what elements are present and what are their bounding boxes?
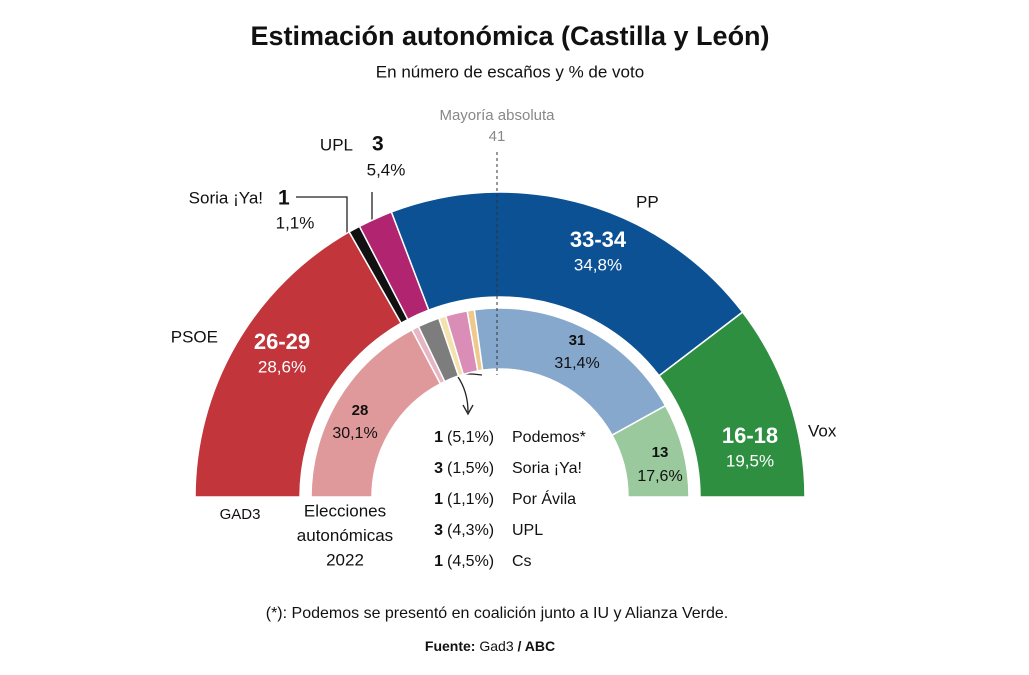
ring-label: 2022 <box>326 550 364 569</box>
seats-label: 3 <box>434 522 443 539</box>
seats-label: 1 <box>278 187 290 210</box>
vote-label: 31,4% <box>554 355 599 372</box>
party-name: PSOE <box>171 327 218 346</box>
seats-label: 28 <box>352 402 369 419</box>
vote-label: 19,5% <box>726 451 774 470</box>
seats-label: 3 <box>372 133 384 156</box>
party-name: PP <box>636 192 659 211</box>
seat-segment <box>194 230 403 498</box>
vote-label: 1,1% <box>276 213 315 232</box>
leader-line <box>296 196 348 236</box>
majority-label: Mayoría absoluta <box>439 107 555 124</box>
ring-label: Elecciones <box>304 501 386 520</box>
vote-label: 34,8% <box>574 255 622 274</box>
vote-label: (4,5%) <box>447 553 494 570</box>
seats-label: 31 <box>569 332 586 349</box>
seat-segment <box>390 191 744 377</box>
vote-label: (1,5%) <box>447 460 494 477</box>
party-name: Vox <box>808 421 837 440</box>
source-label: Fuente: <box>425 638 476 654</box>
seats-label: 1 <box>434 491 443 508</box>
seat-segment <box>658 311 806 498</box>
party-name: UPL <box>320 135 353 154</box>
seats-label: 1 <box>434 553 443 570</box>
seats-label: 3 <box>434 460 443 477</box>
vote-label: (1,1%) <box>447 491 494 508</box>
seats-label: 26-29 <box>254 329 310 354</box>
party-name: Podemos* <box>512 429 586 446</box>
vote-label: 30,1% <box>332 425 377 442</box>
source: Fuente: Gad3 / ABC <box>425 638 555 654</box>
footnote: (*): Podemos se presentó en coalición ju… <box>266 605 728 622</box>
vote-label: 28,6% <box>258 357 306 376</box>
party-name: Soria ¡Ya! <box>189 188 263 207</box>
seats-label: 16-18 <box>722 423 778 448</box>
seats-label: 1 <box>434 429 443 446</box>
seats-label: 33-34 <box>570 227 627 252</box>
ring-label: autonómicas <box>297 526 393 545</box>
vote-label: 17,6% <box>637 468 682 485</box>
source-publisher: / ABC <box>518 638 556 654</box>
seats-label: 13 <box>652 444 669 461</box>
chart-title: Estimación autonómica (Castilla y León) <box>250 21 769 51</box>
party-name: Cs <box>512 553 532 570</box>
party-name: Por Ávila <box>512 489 576 508</box>
ring-label: GAD3 <box>220 506 261 523</box>
seat-segment <box>611 404 690 498</box>
majority-value: 41 <box>489 128 506 145</box>
arrow-head <box>462 404 474 416</box>
vote-label: (4,3%) <box>447 522 494 539</box>
vote-label: (5,1%) <box>447 429 494 446</box>
party-name: UPL <box>512 522 543 539</box>
party-name: Soria ¡Ya! <box>512 460 582 477</box>
chart-subtitle: En número de escaños y % de voto <box>376 62 644 81</box>
source-author: Gad3 <box>479 638 513 654</box>
vote-label: 5,4% <box>367 160 406 179</box>
